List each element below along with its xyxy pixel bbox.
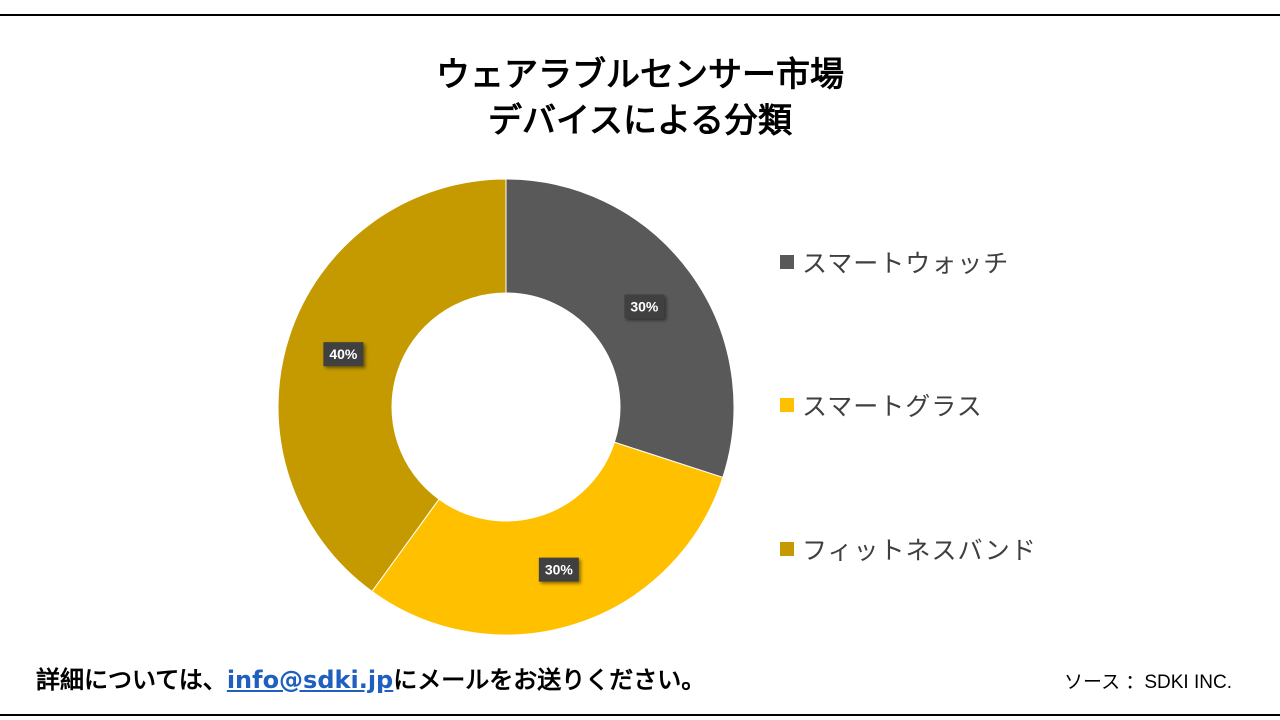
data-label-smartwatch-box xyxy=(624,294,665,319)
slice-smartglasses xyxy=(371,441,724,636)
data-label-fitnessband-text: 40% xyxy=(329,346,358,362)
legend-label-smartwatch: スマートウォッチ xyxy=(802,249,1010,278)
contact-suffix: にメールをお送りください。 xyxy=(393,666,706,694)
source-note: ソース ：SDKI INC. xyxy=(1064,672,1232,693)
contact-prefix: 詳細については、 xyxy=(36,666,227,694)
data-label-smartwatch: 30% xyxy=(624,294,665,319)
legend-swatch-smartglasses xyxy=(780,398,794,412)
data-label-smartwatch-text: 30% xyxy=(630,298,659,314)
bottom-rule xyxy=(0,714,1280,716)
legend-label-fitnessband: フィットネスバンド xyxy=(802,536,1037,565)
slice-smartwatch xyxy=(505,178,735,479)
legend-swatch-smartwatch xyxy=(780,255,794,269)
legend-item-smartwatch: スマートウォッチ xyxy=(780,244,1009,280)
legend-item-fitnessband: フィットネスバンド xyxy=(780,531,1037,567)
data-label-fitnessband-box xyxy=(323,342,364,367)
data-label-smartglasses-box xyxy=(538,557,579,582)
legend-item-smartglasses: スマートグラス xyxy=(780,387,983,423)
data-label-smartglasses-text: 30% xyxy=(545,562,574,578)
contact-note: 詳細については、info@sdki.jpにメールをお送りください。 xyxy=(36,660,705,695)
chart-title-line1: ウェアラブルセンサー市場 xyxy=(436,55,844,95)
legend-label-smartglasses: スマートグラス xyxy=(802,392,983,421)
chart-title-line2: デバイスによる分類 xyxy=(488,101,792,141)
data-label-smartglasses: 30% xyxy=(538,557,579,582)
data-label-fitnessband: 40% xyxy=(323,342,364,367)
legend-swatch-fitnessband xyxy=(780,542,794,556)
top-rule xyxy=(0,14,1280,16)
contact-email-link[interactable]: info@sdki.jp xyxy=(226,666,394,694)
chart-title: ウェアラブルセンサー市場 デバイスによる分類 xyxy=(0,52,1280,144)
slice-fitnessband xyxy=(277,178,507,593)
